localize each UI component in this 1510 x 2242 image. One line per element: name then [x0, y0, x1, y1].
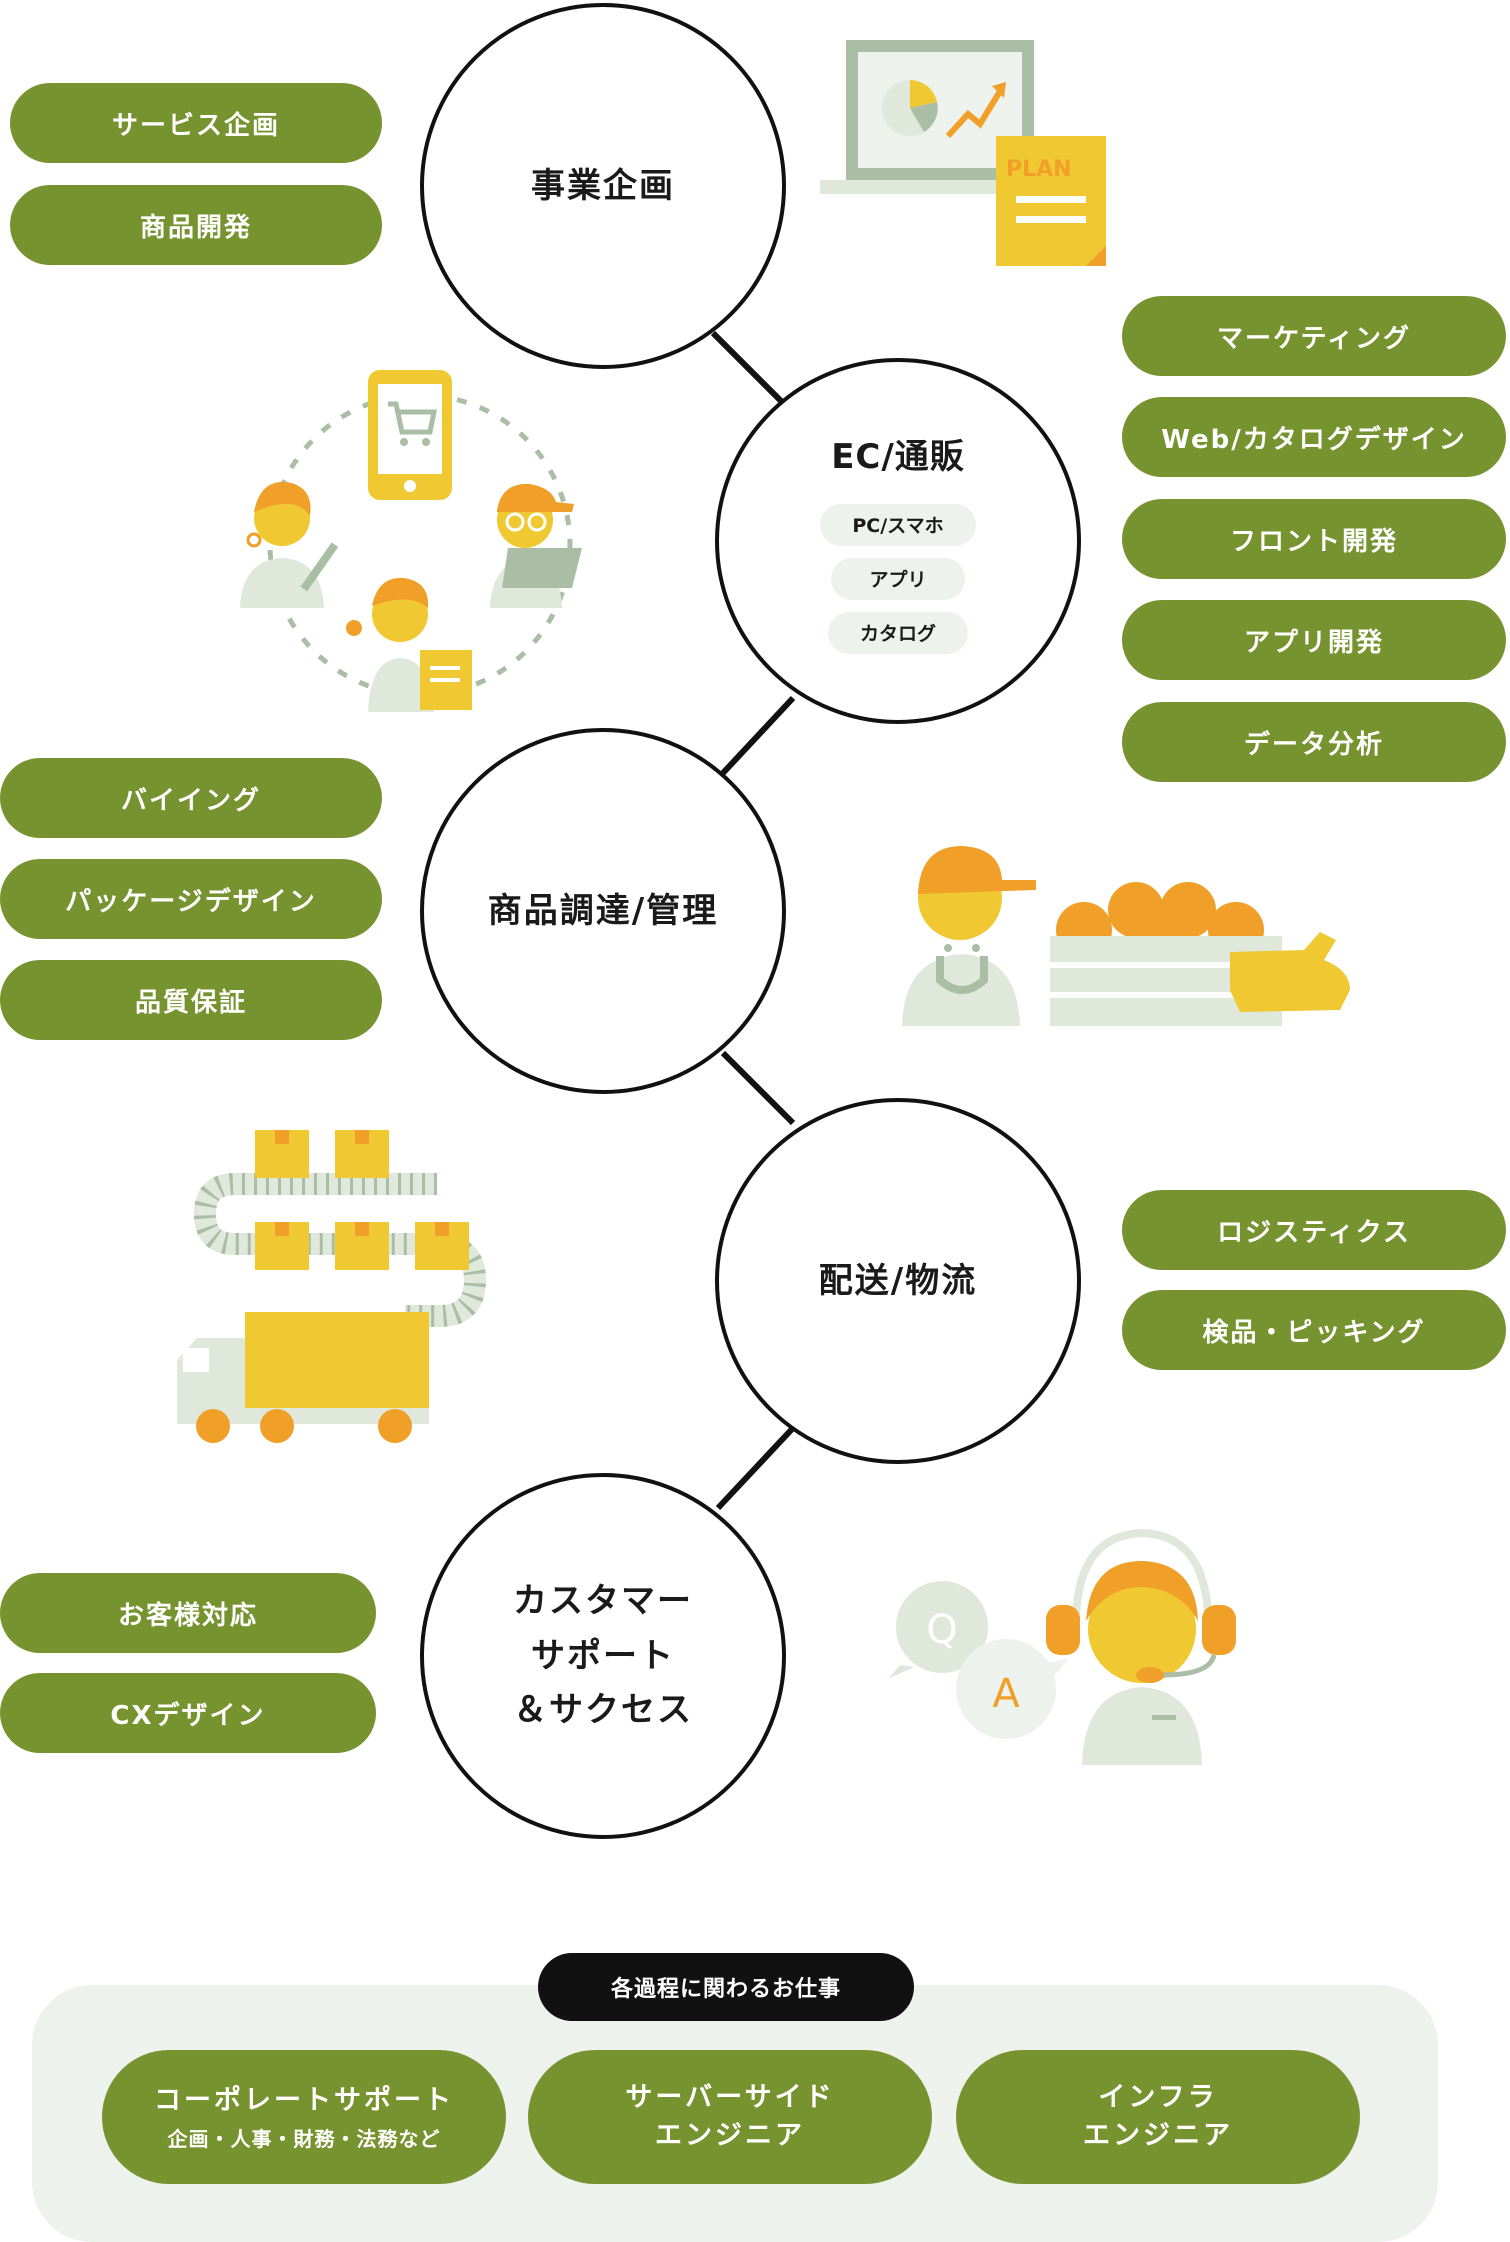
corporate-support-subtitle: 企画・人事・財務・法務など: [167, 2127, 441, 2152]
role-server-side-engineer[interactable]: サーバーサイド エンジニア: [528, 2050, 932, 2184]
role-frontend-development[interactable]: フロント開発: [1122, 499, 1506, 579]
stage-procurement-circle: 商品調達/管理: [420, 728, 786, 1094]
role-inspection-picking[interactable]: 検品・ピッキング: [1122, 1290, 1506, 1370]
stage-cs-circle: カスタマー サポート ＆サクセス: [420, 1473, 786, 1839]
logistics-conveyor-truck-illustration: [177, 1130, 487, 1443]
ec-channel-pc: PC/スマホ: [820, 503, 976, 546]
support-operator-illustration: Q A: [888, 1528, 1236, 1765]
common-roles-badge: 各過程に関わるお仕事: [538, 1953, 914, 2021]
stage-logistics-title: 配送/物流: [818, 1260, 978, 1301]
role-app-development[interactable]: アプリ開発: [1122, 600, 1506, 680]
laptop-plan-illustration: PLAN: [820, 40, 1106, 266]
svg-text:Q: Q: [926, 1607, 957, 1653]
ec-channel-app: アプリ: [831, 557, 965, 600]
procurement-worker-illustration: [902, 846, 1350, 1026]
role-corporate-support[interactable]: コーポレートサポート 企画・人事・財務・法務など: [102, 2050, 506, 2184]
role-data-analysis[interactable]: データ分析: [1122, 702, 1506, 782]
stage-ec-title: EC/通販: [831, 436, 965, 477]
role-product-development[interactable]: 商品開発: [10, 185, 382, 265]
server-side-line2: エンジニア: [655, 2120, 805, 2151]
infra-line1: インフラ: [1098, 2082, 1218, 2114]
ec-channel-catalog: カタログ: [827, 611, 968, 654]
role-package-design[interactable]: パッケージデザイン: [0, 859, 382, 939]
stage-cs-title-line1: カスタマー: [513, 1581, 693, 1622]
role-cx-design[interactable]: CXデザイン: [0, 1673, 376, 1753]
stage-cs-title-line2: サポート: [531, 1635, 675, 1676]
stage-cs-title-line3: ＆サクセス: [513, 1690, 693, 1731]
svg-text:PLAN: PLAN: [1006, 157, 1072, 182]
role-logistics[interactable]: ロジスティクス: [1122, 1190, 1506, 1270]
role-customer-support[interactable]: お客様対応: [0, 1573, 376, 1653]
corporate-support-title: コーポレートサポート: [154, 2084, 454, 2116]
infra-line2: エンジニア: [1083, 2120, 1233, 2151]
ec-team-illustration: [240, 370, 582, 712]
role-quality-assurance[interactable]: 品質保証: [0, 960, 382, 1040]
svg-text:A: A: [992, 1671, 1020, 1717]
stage-logistics-circle: 配送/物流: [715, 1098, 1081, 1464]
stage-procurement-title: 商品調達/管理: [487, 890, 719, 931]
stage-planning-circle: 事業企画: [420, 3, 786, 369]
role-infra-engineer[interactable]: インフラ エンジニア: [956, 2050, 1360, 2184]
server-side-line1: サーバーサイド: [625, 2082, 835, 2114]
stage-planning-title: 事業企画: [531, 165, 675, 206]
role-marketing[interactable]: マーケティング: [1122, 296, 1506, 376]
role-web-catalog-design[interactable]: Web/カタログデザイン: [1122, 397, 1506, 477]
stage-ec-circle: EC/通販 PC/スマホ アプリ カタログ: [715, 358, 1081, 724]
role-buying[interactable]: バイイング: [0, 758, 382, 838]
role-service-planning[interactable]: サービス企画: [10, 83, 382, 163]
